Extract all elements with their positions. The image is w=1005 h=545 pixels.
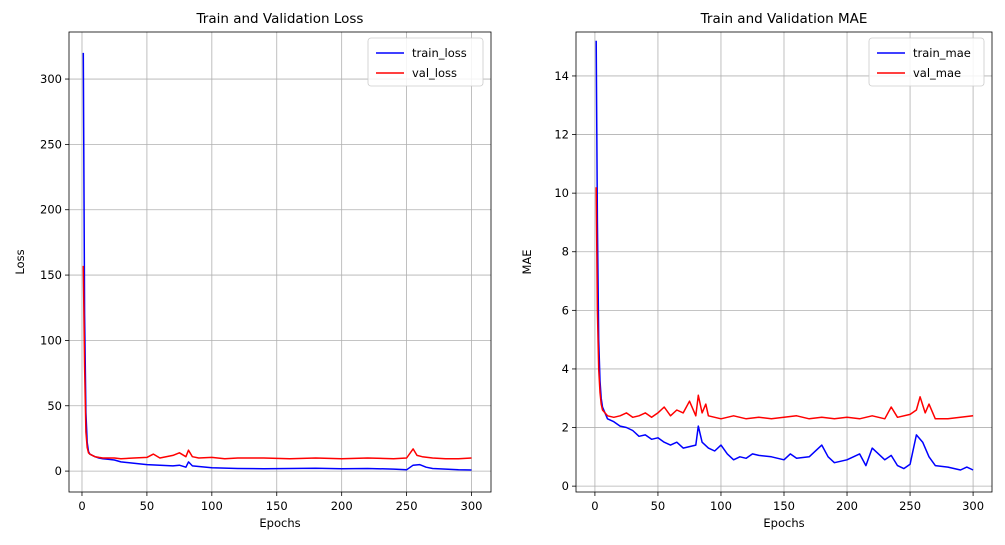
loss-x-tick-label: 300 xyxy=(461,499,483,513)
mae-x-tick-label: 200 xyxy=(836,499,858,513)
mae-x-tick-label: 150 xyxy=(773,499,795,513)
loss-y-tick-label: 50 xyxy=(47,399,62,413)
mae-x-tick-label: 100 xyxy=(710,499,732,513)
mae-legend: train_mae val_mae xyxy=(868,37,985,87)
legend-label-train_mae: train_mae xyxy=(913,46,971,60)
legend-label-val_mae: val_mae xyxy=(913,66,961,80)
loss-y-tick-label: 150 xyxy=(40,268,62,282)
loss-chart: 0 50 100 150 200 250 300 0 50 100 150 200 250 300 Tr… xyxy=(13,11,492,530)
loss-x-tick-label: 0 xyxy=(78,499,85,513)
loss-legend: train_loss val_loss xyxy=(367,37,484,87)
mae-x-tick-label: 300 xyxy=(962,499,984,513)
loss-x-axis-label: Epochs xyxy=(259,516,300,530)
series-line-val_mae xyxy=(595,187,974,420)
loss-y-tick-label: 300 xyxy=(40,72,62,86)
loss-plot-frame xyxy=(68,31,492,493)
loss-series-group xyxy=(82,52,472,471)
series-line-train_loss xyxy=(82,52,472,471)
mae-y-ticks: 0 2 4 6 8 10 12 14 xyxy=(554,69,576,493)
loss-y-tick-label: 0 xyxy=(55,464,62,478)
mae-x-ticks: 0 50 100 150 200 250 300 xyxy=(591,492,984,513)
mae-y-axis-label: MAE xyxy=(520,249,534,274)
mae-y-tick-label: 14 xyxy=(554,69,569,83)
mae-legend-box xyxy=(868,37,985,87)
loss-x-tick-label: 150 xyxy=(266,499,288,513)
mae-x-tick-label: 250 xyxy=(899,499,921,513)
loss-y-tick-label: 100 xyxy=(40,333,62,347)
mae-x-tick-label: 50 xyxy=(651,499,666,513)
mae-y-tick-label: 6 xyxy=(562,303,569,317)
loss-chart-title: Train and Validation Loss xyxy=(196,11,364,27)
mae-y-tick-label: 10 xyxy=(554,186,569,200)
mae-chart: 0 50 100 150 200 250 300 0 2 4 6 8 10 12 14 Train and… xyxy=(520,11,993,530)
loss-x-tick-label: 50 xyxy=(140,499,155,513)
mae-grid xyxy=(576,32,992,492)
loss-x-tick-label: 250 xyxy=(396,499,418,513)
loss-grid xyxy=(69,32,491,492)
series-line-train_mae xyxy=(595,40,974,471)
mae-x-tick-label: 0 xyxy=(591,499,598,513)
mae-y-tick-label: 12 xyxy=(554,128,569,142)
mae-y-tick-label: 4 xyxy=(562,362,569,376)
loss-y-tick-label: 200 xyxy=(40,203,62,217)
loss-x-tick-label: 200 xyxy=(331,499,353,513)
legend-label-train_loss: train_loss xyxy=(412,46,467,60)
loss-x-tick-label: 100 xyxy=(201,499,223,513)
loss-legend-box xyxy=(367,37,484,87)
mae-series-group xyxy=(595,40,974,471)
loss-x-ticks: 0 50 100 150 200 250 300 xyxy=(78,492,482,513)
loss-y-axis-label: Loss xyxy=(13,249,27,274)
mae-chart-title: Train and Validation MAE xyxy=(700,11,868,27)
mae-y-tick-label: 2 xyxy=(562,421,569,435)
loss-y-tick-label: 250 xyxy=(40,137,62,151)
mae-y-tick-label: 8 xyxy=(562,245,569,259)
series-line-val_loss xyxy=(82,265,472,460)
mae-x-axis-label: Epochs xyxy=(763,516,804,530)
loss-y-ticks: 0 50 100 150 200 250 300 xyxy=(40,72,69,478)
mae-y-tick-label: 0 xyxy=(562,479,569,493)
legend-label-val_loss: val_loss xyxy=(412,66,457,80)
